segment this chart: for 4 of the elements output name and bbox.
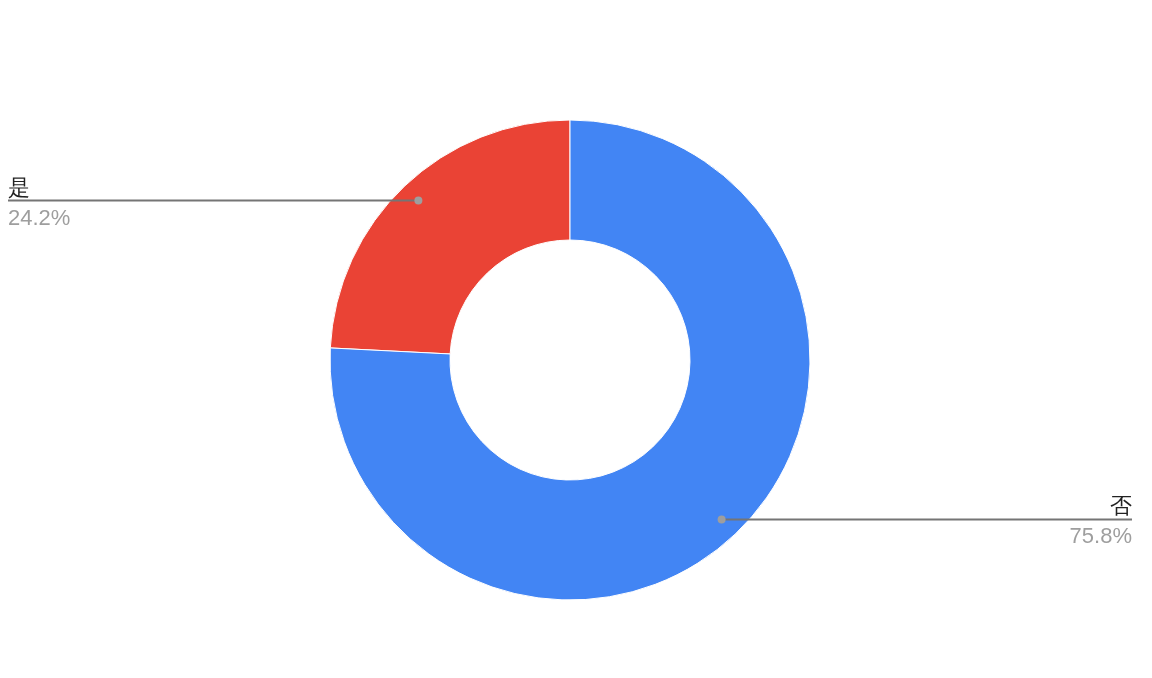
slice-label: 否 — [1110, 493, 1132, 519]
data-label: 75.8% — [1069, 523, 1132, 549]
data-label: 24.2% — [8, 204, 71, 230]
slice-label: 是 — [8, 174, 30, 200]
